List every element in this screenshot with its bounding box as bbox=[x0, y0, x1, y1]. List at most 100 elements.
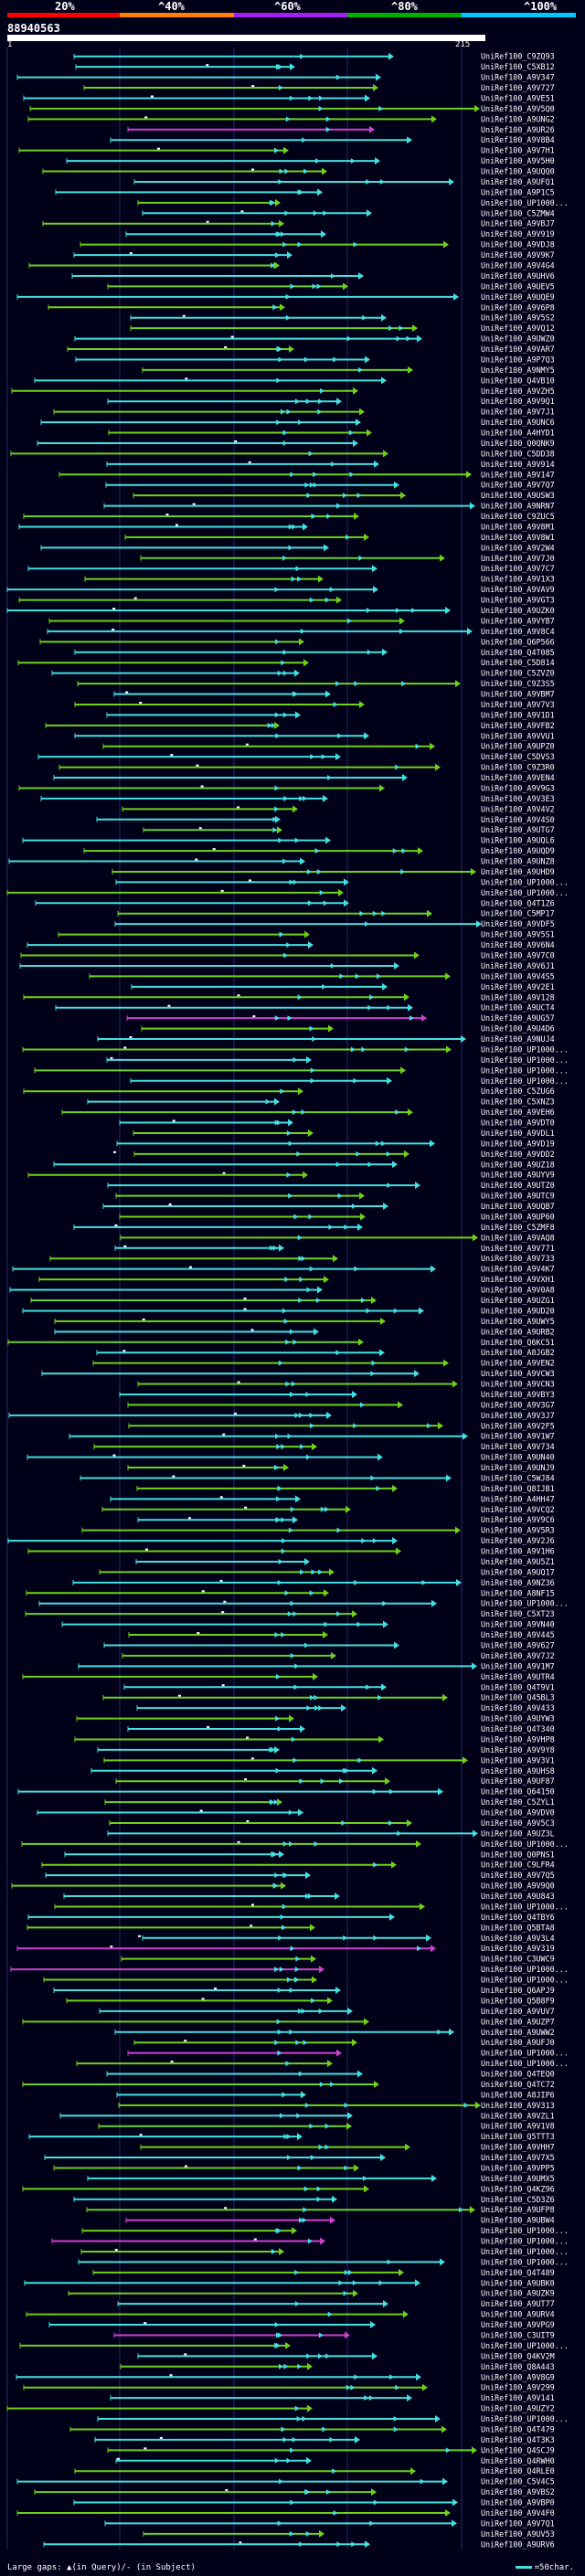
hit-row[interactable]: UniRef100_A9V313 bbox=[118, 2101, 555, 2110]
hit-row[interactable]: UniRef100_A9V1M7 bbox=[78, 1661, 555, 1670]
hit-row[interactable]: UniRef100_UP1000... bbox=[80, 2247, 569, 2256]
hit-row[interactable]: UniRef100_A9UQE9 bbox=[16, 292, 555, 302]
hit-row[interactable]: UniRef100_A9V5C3 bbox=[109, 1818, 555, 1828]
hit-row[interactable]: UniRef100_UP1000... bbox=[10, 1965, 569, 1974]
hit-label[interactable]: UniRef100_A9VCW3 bbox=[481, 1369, 555, 1378]
hit-label[interactable]: UniRef100_Q64150 bbox=[481, 1787, 555, 1797]
hit-label[interactable]: UniRef100_A9U5Z1 bbox=[481, 1557, 555, 1566]
hit-row[interactable]: UniRef100_A9USW3 bbox=[133, 491, 555, 500]
hit-row[interactable]: UniRef100_UP1000... bbox=[78, 2257, 569, 2266]
hit-row[interactable]: UniRef100_A9V727 bbox=[83, 83, 555, 92]
hit-row[interactable]: UniRef100_A9UHD9 bbox=[112, 867, 555, 876]
hit-label[interactable]: UniRef100_C5V4C5 bbox=[481, 2477, 555, 2486]
hit-label[interactable]: UniRef100_A9V3E3 bbox=[481, 794, 555, 803]
hit-label[interactable]: UniRef100_A9VPP5 bbox=[481, 2163, 555, 2172]
hit-row[interactable]: UniRef100_A9V319 bbox=[16, 1944, 555, 1953]
hit-row[interactable]: UniRef100_A9VBS2 bbox=[34, 2487, 555, 2496]
hit-row[interactable]: UniRef100_A9UF87 bbox=[115, 1776, 555, 1786]
hit-row[interactable]: UniRef100_A9V1H6 bbox=[27, 1547, 555, 1556]
hit-label[interactable]: UniRef100_UP1000... bbox=[481, 198, 569, 207]
hit-row[interactable]: UniRef100_A9URV6 bbox=[43, 2539, 555, 2549]
hit-row[interactable]: UniRef100_Q45BL3 bbox=[102, 1693, 555, 1702]
hit-row[interactable]: UniRef100_A9V7C7 bbox=[27, 564, 555, 573]
hit-row[interactable]: UniRef100_A9V5S1 bbox=[58, 930, 555, 939]
hit-row[interactable]: UniRef100_C5WJ84 bbox=[80, 1473, 555, 1482]
hit-row[interactable]: UniRef100_Q6P566 bbox=[39, 637, 555, 646]
hit-label[interactable]: UniRef100_A9UTR4 bbox=[481, 1672, 555, 1681]
hit-label[interactable]: UniRef100_A9VDD2 bbox=[481, 1150, 555, 1159]
hit-label[interactable]: UniRef100_A9UHS8 bbox=[481, 1766, 555, 1776]
hit-row[interactable]: UniRef100_Q6APJ9 bbox=[53, 1986, 555, 1995]
hit-label[interactable]: UniRef100_A9UT77 bbox=[481, 2299, 555, 2308]
hit-label[interactable]: UniRef100_Q4TBY6 bbox=[481, 1913, 555, 1922]
hit-row[interactable]: UniRef100_Q4TEQ0 bbox=[106, 2070, 555, 2079]
hit-label[interactable]: UniRef100_UP1000... bbox=[481, 2341, 569, 2350]
hit-label[interactable]: UniRef100_A9V733 bbox=[481, 1254, 555, 1263]
hit-label[interactable]: UniRef100_Q6P566 bbox=[481, 637, 555, 646]
hit-row[interactable]: UniRef100_A9V9K7 bbox=[73, 250, 555, 260]
hit-label[interactable]: UniRef100_Q8A443 bbox=[481, 2362, 555, 2371]
hit-row[interactable]: UniRef100_A9U4D6 bbox=[141, 1024, 555, 1034]
hit-label[interactable]: UniRef100_A9VBJ7 bbox=[481, 219, 555, 228]
hit-label[interactable]: UniRef100_C3UWC9 bbox=[481, 1955, 555, 1964]
hit-row[interactable]: UniRef100_A9V7Q5 bbox=[45, 1871, 555, 1880]
hit-row[interactable]: UniRef100_UP1000... bbox=[106, 1055, 569, 1065]
hit-label[interactable]: UniRef100_A9V1M7 bbox=[481, 1661, 555, 1670]
hit-row[interactable]: UniRef100_A9VZL1 bbox=[59, 2111, 555, 2120]
hit-row[interactable]: UniRef100_Q4T479 bbox=[69, 2424, 555, 2433]
hit-row[interactable]: UniRef100_A9V1X3 bbox=[84, 575, 555, 584]
hit-label[interactable]: UniRef100_A9VD19 bbox=[481, 1139, 555, 1148]
hit-label[interactable]: UniRef100_A9UQE9 bbox=[481, 292, 555, 302]
hit-label[interactable]: UniRef100_C5MP17 bbox=[481, 909, 555, 918]
hit-row[interactable]: UniRef100_A9UHS8 bbox=[90, 1766, 555, 1776]
hit-label[interactable]: UniRef100_A9UFQ1 bbox=[481, 177, 555, 186]
hit-label[interactable]: UniRef100_C5ZVZ0 bbox=[481, 669, 555, 678]
hit-label[interactable]: UniRef100_A9UD20 bbox=[481, 1306, 555, 1315]
hit-label[interactable]: UniRef100_A9UG57 bbox=[481, 1013, 555, 1023]
hit-row[interactable]: UniRef100_C9Z3R0 bbox=[58, 763, 555, 772]
hit-label[interactable]: UniRef100_A9VDV0 bbox=[481, 1808, 555, 1818]
hit-label[interactable]: UniRef100_A9VEH6 bbox=[481, 1108, 555, 1117]
hit-row[interactable]: UniRef100_A9UZP7 bbox=[22, 2017, 555, 2026]
hit-row[interactable]: UniRef100_A9P1C5 bbox=[55, 187, 555, 196]
hit-label[interactable]: UniRef100_Q4RWH0 bbox=[481, 2456, 555, 2465]
hit-label[interactable]: UniRef100_A9V1D1 bbox=[481, 710, 555, 719]
hit-label[interactable]: UniRef100_UP1000... bbox=[481, 1839, 569, 1849]
hit-row[interactable]: UniRef100_A9UT77 bbox=[117, 2299, 555, 2308]
hit-label[interactable]: UniRef100_A9V727 bbox=[481, 83, 555, 92]
hit-label[interactable]: UniRef100_UP1000... bbox=[481, 888, 569, 897]
hit-label[interactable]: UniRef100_A9UZ3L bbox=[481, 1829, 555, 1838]
hit-label[interactable]: UniRef100_A9VCN3 bbox=[481, 1380, 555, 1389]
hit-row[interactable]: UniRef100_A9VDL1 bbox=[133, 1129, 555, 1138]
hit-row[interactable]: UniRef100_A9V8W1 bbox=[124, 533, 555, 542]
hit-label[interactable]: UniRef100_UP1000... bbox=[481, 2414, 569, 2423]
hit-row[interactable]: UniRef100_A9VD19 bbox=[116, 1139, 555, 1148]
hit-label[interactable]: UniRef100_Q4T9V1 bbox=[481, 1682, 555, 1691]
hit-row[interactable]: UniRef100_A9V2J6 bbox=[7, 1536, 555, 1545]
hit-label[interactable]: UniRef100_A8NF15 bbox=[481, 1588, 555, 1597]
hit-label[interactable]: UniRef100_A8JGB2 bbox=[481, 1348, 555, 1357]
hit-row[interactable]: UniRef100_A9V0A8 bbox=[9, 1286, 555, 1295]
hit-label[interactable]: UniRef100_A9UTG7 bbox=[481, 825, 555, 834]
hit-label[interactable]: UniRef100_A9V9Q0 bbox=[481, 1882, 555, 1891]
hit-row[interactable]: UniRef100_A9V3G7 bbox=[127, 1400, 555, 1409]
hit-label[interactable]: UniRef100_C5XB12 bbox=[481, 62, 555, 71]
hit-row[interactable]: UniRef100_A9VUV7 bbox=[99, 2007, 555, 2016]
hit-label[interactable]: UniRef100_A9UPZ0 bbox=[481, 742, 555, 751]
hit-label[interactable]: UniRef100_A9VVU1 bbox=[481, 731, 555, 740]
hit-label[interactable]: UniRef100_A9UBW4 bbox=[481, 2216, 555, 2225]
hit-label[interactable]: UniRef100_A9V7C0 bbox=[481, 951, 555, 960]
hit-row[interactable]: UniRef100_A9VDT0 bbox=[119, 1118, 555, 1128]
hit-label[interactable]: UniRef100_A9V347 bbox=[481, 73, 555, 82]
hit-row[interactable]: UniRef100_A9UQD9 bbox=[83, 846, 555, 855]
hit-row[interactable]: UniRef100_A9VXH1 bbox=[38, 1275, 555, 1284]
hit-label[interactable]: UniRef100_A9VFB2 bbox=[481, 721, 555, 730]
hit-label[interactable]: UniRef100_A9UQL6 bbox=[481, 836, 555, 845]
hit-row[interactable]: UniRef100_A9V433 bbox=[136, 1703, 555, 1712]
hit-label[interactable]: UniRef100_A9V128 bbox=[481, 992, 555, 1002]
hit-label[interactable]: UniRef100_A9V5Q0 bbox=[481, 104, 555, 113]
hit-row[interactable]: UniRef100_A9V3L4 bbox=[138, 1934, 555, 1943]
hit-label[interactable]: UniRef100_A9VHH7 bbox=[481, 2143, 555, 2152]
hit-row[interactable]: UniRef100_UP1000... bbox=[34, 1065, 569, 1075]
hit-row[interactable]: UniRef100_A9U5Z1 bbox=[135, 1557, 555, 1566]
